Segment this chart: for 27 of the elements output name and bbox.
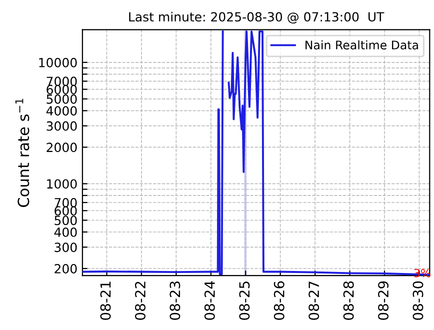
y-tick-label: 2000 <box>46 142 77 152</box>
y-tick-label: 10000 <box>39 58 77 68</box>
x-tick-label: 08-29 <box>378 281 389 320</box>
y-tick-label: 500 <box>54 216 77 226</box>
legend-label: Nain Realtime Data <box>306 40 418 50</box>
annotation: 3% <box>414 268 430 278</box>
y-tick-label: 5000 <box>46 94 77 104</box>
y-tick-label: 4000 <box>46 106 77 116</box>
x-tick-label: 08-30 <box>412 281 424 320</box>
x-tick-label: 08-24 <box>204 281 215 320</box>
x-tick-label: 08-26 <box>274 281 284 320</box>
x-tick-label: 08-28 <box>343 281 354 320</box>
y-tick-label: 1000 <box>47 179 77 189</box>
y-tick-label: 3000 <box>46 121 77 131</box>
x-tick-label: 08-22 <box>134 282 146 320</box>
x-tick-label: 08-25 <box>239 282 250 320</box>
chart-title: Last minute: 2025-08-30 @ 07:13:00 UT <box>129 12 384 24</box>
y-tick-label: 200 <box>54 264 77 274</box>
x-tick-label: 08-23 <box>170 282 180 320</box>
y-tick-label: 300 <box>54 242 77 252</box>
y-axis-title: Count rate s$^{−1}$ <box>15 98 30 207</box>
y-tick-label: 600 <box>54 206 77 216</box>
y-tick-label: 700 <box>54 198 77 208</box>
y-tick-label: 400 <box>54 227 77 237</box>
x-tick-label: 08-27 <box>308 282 320 320</box>
x-tick-label: 08-21 <box>100 282 111 320</box>
y-tick-label: 6000 <box>46 84 77 94</box>
